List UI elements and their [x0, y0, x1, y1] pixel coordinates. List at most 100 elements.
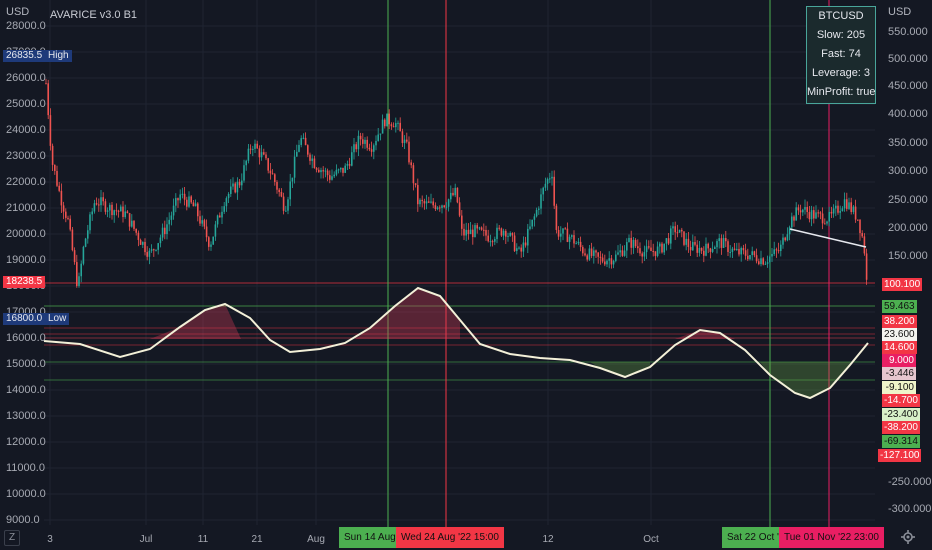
candle-body — [595, 250, 597, 253]
candle-body — [707, 243, 709, 249]
candle-body — [76, 262, 78, 286]
gear-icon[interactable] — [901, 530, 915, 544]
candle-body — [830, 211, 833, 214]
candle-body — [632, 239, 635, 248]
candle-body — [593, 250, 595, 256]
level-pill: -69.314 — [882, 435, 920, 448]
candle-body — [494, 239, 496, 242]
candle-body — [676, 232, 679, 234]
candle-body — [227, 193, 230, 199]
candle-body — [274, 174, 276, 182]
candle-body — [678, 229, 681, 233]
candle-body — [828, 211, 830, 222]
candle-body — [703, 250, 705, 256]
candle-body — [747, 255, 749, 260]
strategy-info-box: BTCUSD Slow: 205 Fast: 74 Leverage: 3 Mi… — [806, 6, 876, 104]
trend-line — [789, 228, 867, 248]
candle-body — [399, 122, 401, 132]
candle-body — [252, 148, 254, 150]
candle-body — [516, 248, 518, 252]
candle-body — [190, 196, 192, 203]
candle-body — [582, 247, 584, 254]
candle-body — [359, 135, 362, 140]
indicator-title[interactable]: AVARICE v3.0 B1 — [50, 9, 138, 21]
level-pill: 59.463 — [882, 300, 917, 313]
level-pill: 100.100 — [882, 278, 923, 291]
candle-body — [496, 227, 498, 240]
candle-body — [384, 119, 386, 127]
candle-body — [406, 139, 408, 142]
candle-body — [775, 249, 778, 251]
candle-body — [788, 227, 791, 235]
candle-body — [758, 261, 760, 265]
candle-body — [760, 258, 762, 265]
candle-body — [245, 160, 247, 166]
candle-body — [386, 113, 388, 127]
left-axis-tick: 24000.0 — [6, 124, 46, 136]
candle-body — [346, 164, 349, 166]
candle-body — [302, 137, 305, 139]
candle-body — [852, 206, 855, 213]
candle-body — [439, 207, 441, 209]
candle-body — [155, 249, 157, 251]
candle-body — [744, 250, 747, 256]
candle-body — [230, 186, 232, 194]
candle-body — [793, 216, 795, 221]
left-axis-tick: 25000.0 — [6, 98, 46, 110]
level-pill: -23.400 — [882, 408, 920, 421]
candle-body — [696, 244, 698, 253]
candle-body — [432, 201, 434, 206]
left-axis-tick: 10000.0 — [6, 488, 46, 500]
candle-body — [153, 249, 155, 251]
right-axis-tick: -250.000 — [888, 476, 932, 488]
candle-body — [333, 174, 335, 177]
candle-body — [368, 147, 371, 150]
candle-body — [524, 242, 527, 246]
candle-body — [661, 243, 663, 253]
right-axis-tick: 500.000 — [888, 53, 928, 65]
candle-body — [718, 238, 720, 242]
candle-body — [192, 202, 195, 207]
candle-body — [311, 158, 313, 161]
candle-body — [564, 228, 566, 230]
candle-body — [313, 158, 316, 169]
green-marker-date-2: Sat 22 Oct '22 — [722, 527, 780, 548]
candle-body — [111, 204, 113, 216]
candle-body — [421, 199, 423, 202]
candle-body — [641, 253, 643, 257]
candle-body — [527, 228, 529, 246]
z-icon[interactable]: Z — [4, 530, 20, 546]
candle-body — [769, 256, 771, 263]
candle-body — [122, 206, 124, 217]
candle-body — [278, 189, 280, 193]
candle-body — [91, 211, 93, 215]
candle-body — [535, 209, 538, 217]
candle-body — [498, 227, 500, 229]
candle-body — [249, 148, 252, 150]
candle-body — [659, 243, 661, 247]
candle-body — [549, 178, 551, 180]
candle-body — [474, 225, 476, 238]
candle-body — [722, 238, 725, 248]
level-pill: 9.000 — [882, 354, 916, 367]
candle-body — [560, 233, 562, 237]
candle-body — [469, 229, 472, 235]
candle-body — [802, 209, 804, 213]
candle-body — [225, 198, 228, 207]
candle-body — [271, 173, 274, 175]
candle-body — [348, 164, 351, 166]
candle-body — [674, 226, 676, 233]
candle-body — [854, 206, 857, 220]
overbought-fill — [150, 304, 241, 339]
candle-body — [120, 206, 122, 212]
left-axis-tick: 19000.0 — [6, 254, 46, 266]
candle-body — [388, 113, 390, 125]
candle-body — [370, 149, 373, 152]
candle-body — [205, 226, 208, 238]
candle-body — [159, 237, 162, 244]
candle-body — [667, 238, 670, 244]
candle-body — [837, 205, 839, 213]
candle-body — [124, 211, 126, 217]
candle-body — [859, 219, 861, 234]
